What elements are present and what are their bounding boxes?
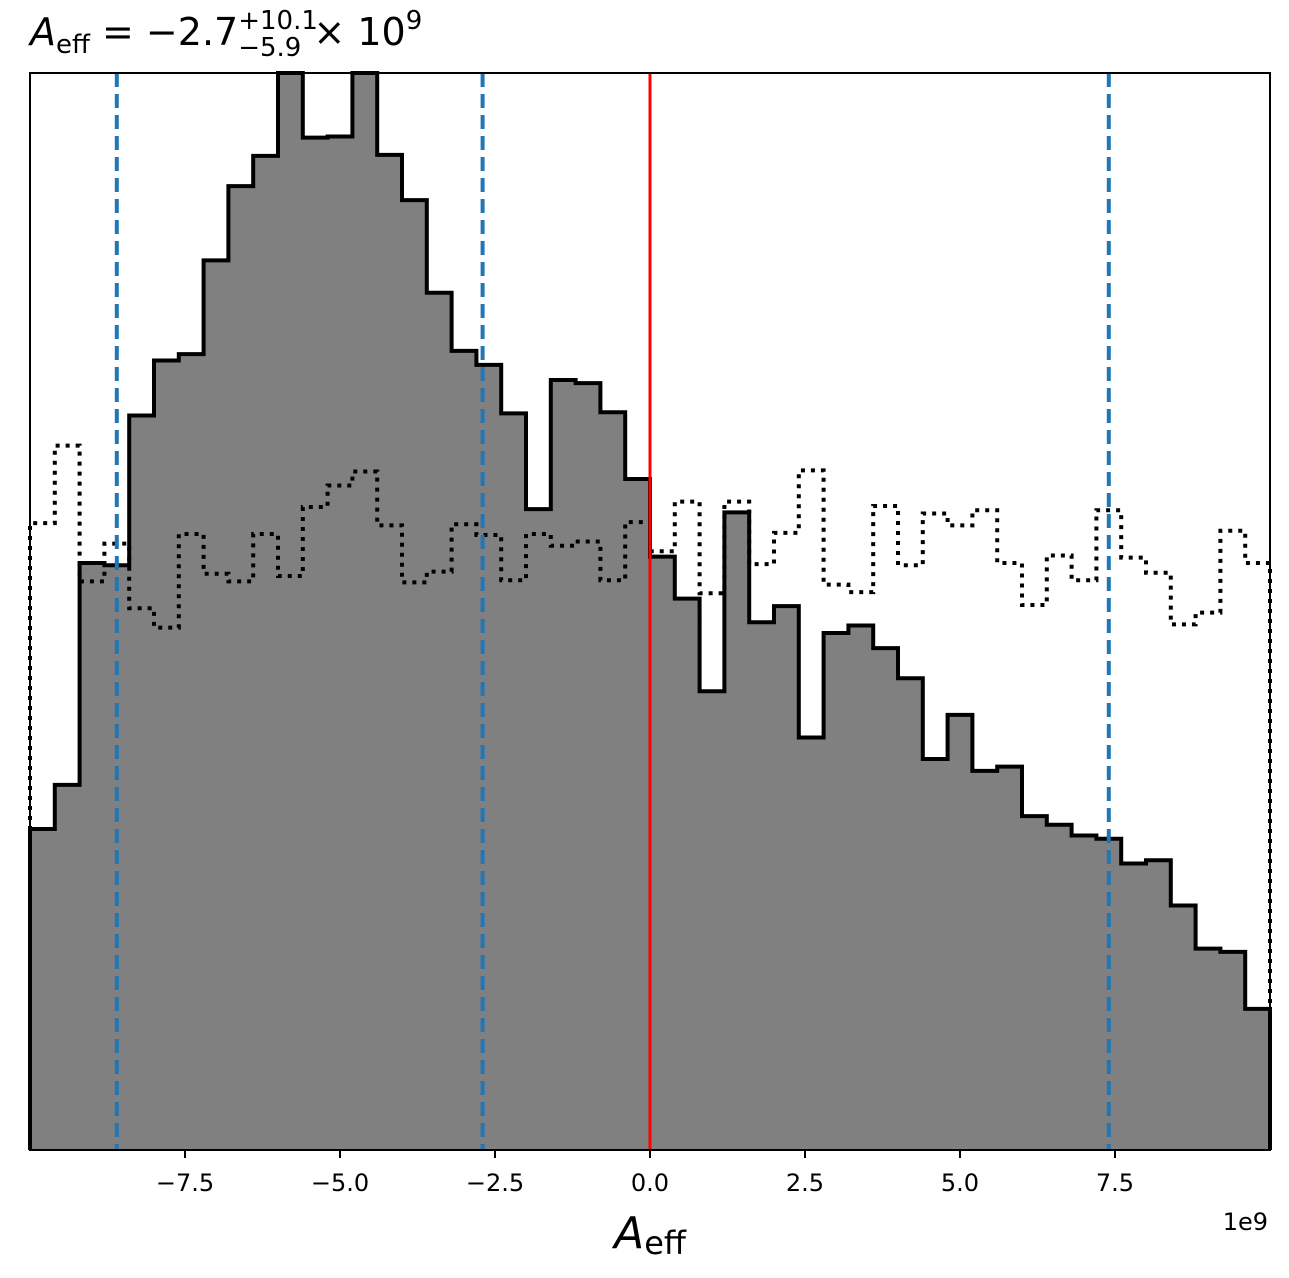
x-tick-label: 5.0 [941,1169,979,1197]
x-tick-label: 7.5 [1096,1169,1134,1197]
title-upper-err: +10.1 [238,6,318,36]
x-tick-label: −7.5 [156,1169,214,1197]
x-offset-label: 1e9 [1223,1208,1268,1236]
x-axis-label: Aeff [611,1208,687,1262]
histogram-dotted-series [28,443,1272,1150]
chart-title: Aeff = −2.7+10.1 −5.9 × 109 [27,6,422,63]
x-axis-label-symbol: A [611,1208,644,1259]
x-tick-label: −2.5 [466,1169,524,1197]
plot-area [28,71,1272,1150]
x-tick-label: 0.0 [631,1169,669,1197]
title-symbol-sub: eff [56,30,91,60]
x-tick-label: −5.0 [311,1169,369,1197]
title-exponent: 9 [406,6,423,36]
title-times: × 10 [301,10,405,54]
x-tick-label: 2.5 [786,1169,824,1197]
title-lower-err: −5.9 [238,33,301,63]
x-axis-label-sub: eff [644,1224,687,1262]
title-symbol: A [27,10,56,54]
title-value: −2.7 [146,10,238,54]
x-axis-ticks: −7.5 −5.0 −2.5 0.0 2.5 5.0 7.5 [156,1150,1134,1197]
title-relation: = [90,10,146,54]
